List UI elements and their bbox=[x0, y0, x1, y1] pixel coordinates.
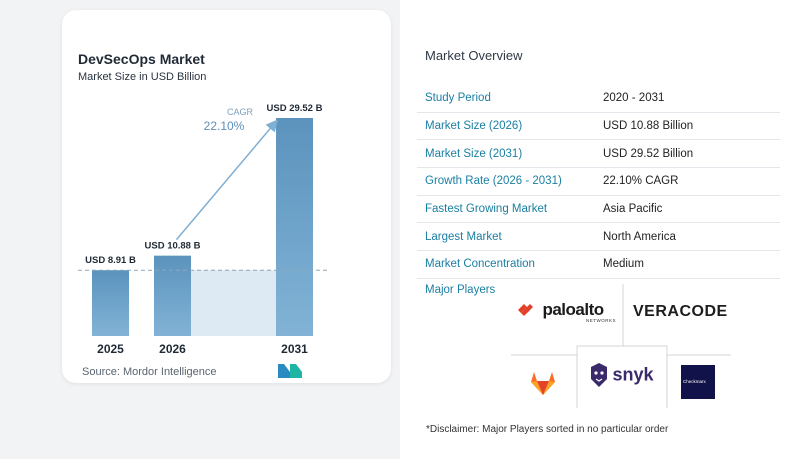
table-row: Market Size (2026) USD 10.88 Billion bbox=[417, 112, 780, 141]
source-label: Source: bbox=[82, 366, 120, 378]
cagr-arrow bbox=[175, 119, 278, 241]
data-label-2031: USD 29.52 B bbox=[267, 103, 323, 114]
table-row: Fastest Growing Market Asia Pacific bbox=[417, 195, 780, 224]
row-key: Market Size (2026) bbox=[417, 112, 593, 141]
source: Source: Mordor Intelligence bbox=[82, 366, 217, 378]
row-key: Growth Rate (2026 - 2031) bbox=[417, 167, 593, 196]
logo-grid bbox=[511, 284, 731, 408]
cagr-label: CAGR bbox=[227, 107, 254, 117]
row-key: Study Period bbox=[417, 85, 593, 113]
chart-title: DevSecOps Market bbox=[78, 51, 205, 67]
paloalto-networks-text: NETWORKS bbox=[586, 318, 617, 323]
row-key: Largest Market bbox=[417, 222, 593, 252]
table-row: Growth Rate (2026 - 2031) 22.10% CAGR bbox=[417, 167, 780, 196]
overview-table: Study Period 2020 - 2031 Market Size (202… bbox=[417, 85, 780, 279]
table-row: Study Period 2020 - 2031 bbox=[417, 85, 780, 113]
major-players-title: Major Players bbox=[425, 284, 496, 296]
snyk-logo: snyk bbox=[590, 362, 653, 388]
bar-2026 bbox=[154, 255, 191, 336]
row-value: Medium bbox=[593, 250, 780, 279]
veracode-logo: VERACODE bbox=[633, 303, 728, 320]
disclaimer: *Disclaimer: Major Players sorted in no … bbox=[426, 424, 669, 435]
checkmarx-wordmark: Checkmarx bbox=[683, 379, 706, 384]
paloalto-icon bbox=[518, 304, 533, 316]
row-value: 22.10% CAGR bbox=[593, 167, 780, 196]
paloalto-logo: paloalto NETWORKS bbox=[516, 300, 616, 323]
mordor-logo-icon bbox=[278, 364, 302, 378]
row-value: Asia Pacific bbox=[593, 195, 780, 224]
row-value: USD 29.52 Billion bbox=[593, 139, 780, 169]
row-value: USD 10.88 Billion bbox=[593, 112, 780, 141]
checkmarx-logo: Checkmarx bbox=[681, 365, 715, 399]
table-row: Market Size (2031) USD 29.52 Billion bbox=[417, 139, 780, 169]
row-key: Fastest Growing Market bbox=[417, 195, 593, 224]
snyk-dog-icon bbox=[591, 363, 607, 387]
overview-title: Market Overview bbox=[425, 48, 523, 63]
bar-2025 bbox=[92, 270, 129, 336]
row-key: Market Concentration bbox=[417, 250, 593, 279]
data-label-2025: USD 8.91 B bbox=[85, 255, 136, 266]
row-value: North America bbox=[593, 222, 780, 252]
paloalto-wordmark: paloalto bbox=[542, 300, 604, 319]
chart-subtitle: Market Size in USD Billion bbox=[78, 71, 207, 83]
bar-chart: USD 8.91 B 2025 USD 10.88 B 2026 USD 29.52 B… bbox=[78, 103, 330, 356]
row-value: 2020 - 2031 bbox=[593, 85, 780, 113]
tick-label-2025: 2025 bbox=[97, 342, 124, 356]
row-key: Market Size (2031) bbox=[417, 139, 593, 169]
tick-label-2026: 2026 bbox=[159, 342, 186, 356]
growth-band bbox=[191, 270, 276, 336]
data-label-2026: USD 10.88 B bbox=[145, 241, 201, 252]
bar-2031 bbox=[276, 118, 313, 336]
gitlab-logo-icon bbox=[531, 372, 555, 395]
snyk-wordmark: snyk bbox=[612, 364, 654, 385]
cagr-value: 22.10% bbox=[204, 119, 245, 133]
table-row: Largest Market North America bbox=[417, 222, 780, 252]
table-row: Market Concentration Medium bbox=[417, 250, 780, 279]
tick-label-2031: 2031 bbox=[281, 342, 308, 356]
source-name: Mordor Intelligence bbox=[122, 366, 217, 378]
